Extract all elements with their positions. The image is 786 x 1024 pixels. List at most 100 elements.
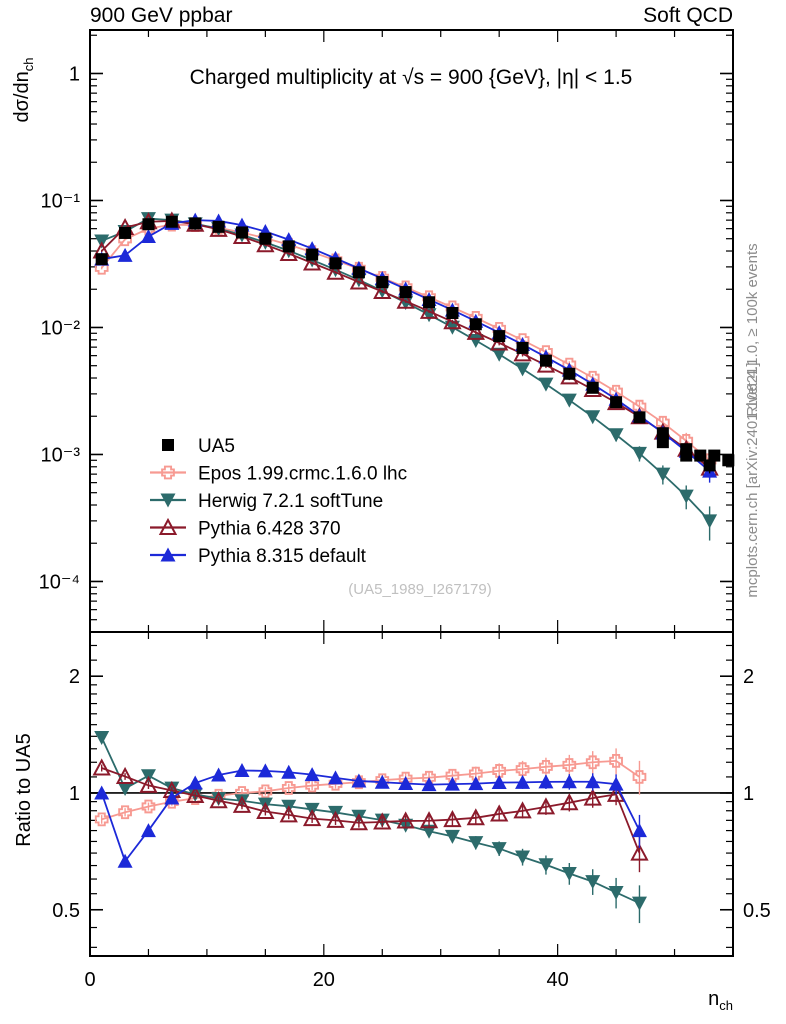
ratio-point [492, 764, 507, 778]
legend-label: Epos 1.99.crmc.1.6.0 lhc [198, 464, 407, 485]
y-axis-ratio-tick-label: 2 [69, 666, 80, 688]
x-axis-tick-label: 0 [84, 969, 95, 991]
ratio-point [490, 804, 509, 822]
ratio-point [515, 774, 531, 789]
ratio-point [538, 858, 554, 873]
main-panel: 1 10⁻¹ 10⁻² 10⁻³ 10⁻⁴ [39, 29, 735, 633]
data-point [633, 411, 646, 424]
data-point [708, 449, 721, 462]
y-axis-ratio-tick-label-right: 0.5 [743, 900, 771, 922]
data-point [329, 257, 342, 270]
ratio-point [491, 842, 507, 857]
legend-label: Pythia 6.428 370 [198, 519, 341, 540]
ratio-point [561, 867, 577, 882]
ratio-point [396, 811, 415, 829]
data-point [722, 454, 735, 467]
ratio-point [491, 775, 507, 790]
data-point [419, 301, 439, 319]
data-point [117, 247, 133, 262]
ratio-point [281, 764, 297, 779]
data-point [376, 276, 389, 289]
ratio-point [279, 805, 298, 823]
ratio-point [234, 762, 250, 777]
ratio-point [632, 770, 647, 784]
legend-marker-epos [161, 465, 175, 480]
y-axis-ratio-label: Ratio to UA5 [13, 733, 35, 846]
series-pythia [94, 212, 718, 483]
plot-title: Charged multiplicity at √s = 900 {GeV}, … [190, 66, 633, 89]
side-label-mcplots: mcplots.cern.ch [arXiv:2401.10621] [744, 362, 761, 597]
data-point [282, 240, 295, 253]
x-axis-label: nch [708, 988, 733, 1013]
y-axis-main-tick-label: 10⁻¹ [41, 190, 81, 212]
ratio-point [351, 773, 367, 788]
data-point [306, 248, 319, 261]
data-point [349, 272, 369, 290]
ratio-point [304, 767, 320, 782]
data-point [610, 396, 623, 409]
data-point [493, 330, 506, 343]
legend-marker-herwig [160, 493, 176, 508]
ratio-point [258, 784, 273, 799]
ratio-point [606, 784, 626, 802]
legend-item-herwig[interactable]: Herwig 7.2.1 softTune [150, 491, 383, 512]
ratio-point [539, 759, 553, 774]
legend-marker-ua5 [162, 439, 174, 451]
data-point [259, 232, 272, 245]
ratio-point [468, 766, 483, 781]
legend-item-pythia6[interactable]: Pythia 6.428 370 [150, 517, 341, 540]
ratio-plot-frame [89, 631, 734, 957]
data-point [95, 253, 108, 266]
data-point [703, 459, 716, 472]
data-point [302, 253, 322, 271]
ratio-point [421, 777, 437, 792]
series-line [100, 223, 711, 461]
data-point [140, 229, 156, 244]
ratio-point [352, 775, 366, 790]
legend-item-epos[interactable]: Epos 1.99.crmc.1.6.0 lhc [150, 464, 407, 485]
data-point [399, 286, 412, 299]
ratio-point [560, 793, 579, 811]
ratio-point [419, 811, 439, 829]
ratio-point [373, 812, 392, 830]
ratio-point [211, 767, 227, 782]
legend-label: Pythia 8.315 default [198, 546, 367, 567]
y-axis-main-label-sub: ch [21, 57, 36, 71]
main-plot-frame [89, 29, 734, 633]
series-ua5-tail [656, 436, 735, 467]
data-point [694, 449, 707, 462]
ratio-point [609, 754, 623, 768]
ratio-point [631, 896, 647, 911]
ratio-point [187, 775, 203, 790]
data-point [678, 489, 694, 504]
data-point [423, 296, 436, 309]
legend-item-pythia8[interactable]: Pythia 8.315 default [150, 546, 367, 567]
legend-marker-pythia6 [158, 517, 178, 535]
data-point [443, 312, 462, 330]
legend-item-ua5[interactable]: UA5 [162, 436, 235, 457]
data-point [702, 514, 718, 529]
data-point [326, 262, 345, 280]
ratio-point [608, 885, 624, 900]
x-axis-tick-label: 20 [313, 969, 335, 991]
x-axis-tick-label: 40 [547, 969, 569, 991]
data-point [515, 362, 531, 377]
ratio-point [515, 850, 531, 865]
y-axis-main-tick-label: 10⁻² [41, 317, 81, 339]
data-point [656, 436, 669, 449]
ratio-point [349, 813, 369, 831]
data-point [490, 333, 509, 351]
ratio-point [186, 785, 205, 804]
side-label-rivet: Rivet 4.1.0, ≥ 100k events [744, 243, 761, 416]
y-axis-ratio-tick-label: 1 [69, 783, 80, 805]
ratio-line [100, 769, 641, 864]
ratio-point [94, 731, 110, 746]
data-point [491, 347, 507, 362]
y-axis-ratio-tick-label: 0.5 [52, 900, 80, 922]
data-point [468, 333, 484, 348]
ratio-point [585, 774, 601, 789]
ratio-point [444, 829, 460, 844]
ratio-point [115, 766, 135, 784]
ratio-point [209, 791, 228, 809]
